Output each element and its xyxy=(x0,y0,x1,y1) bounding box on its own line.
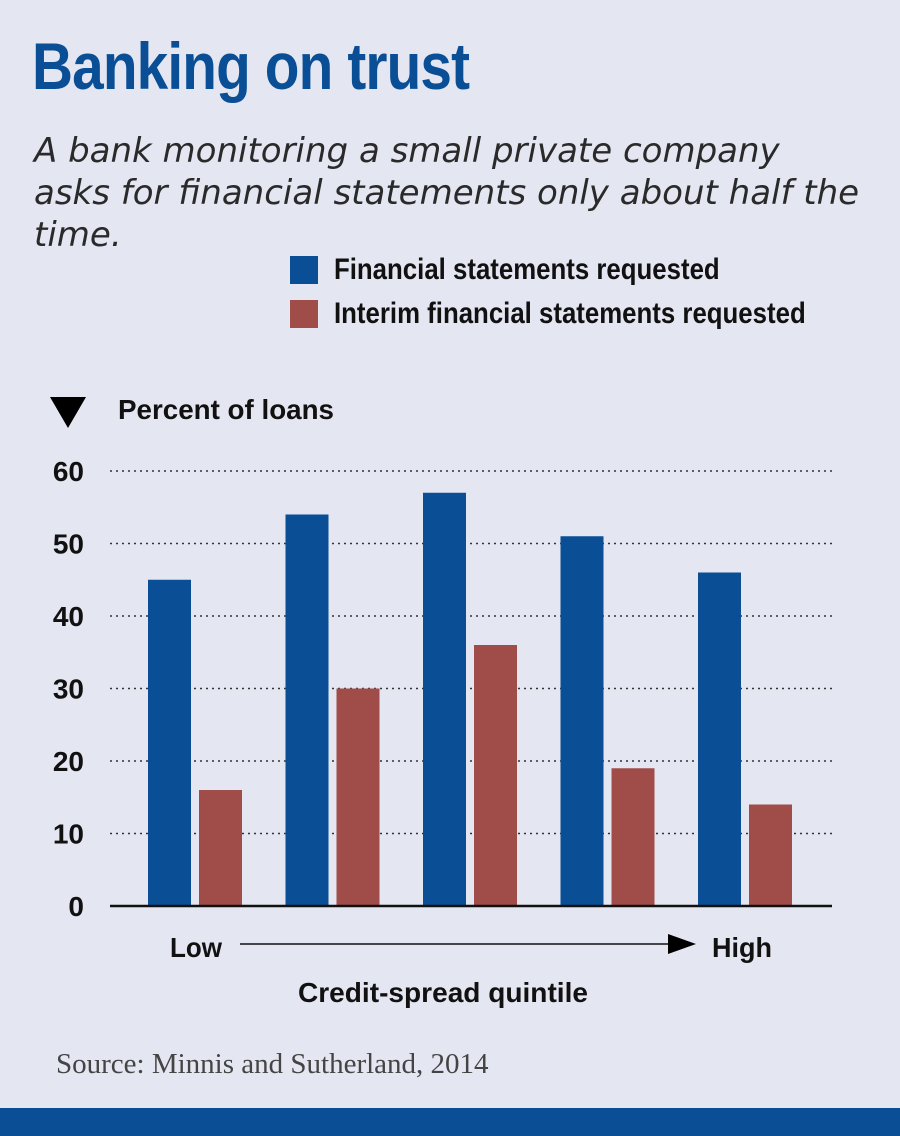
bar-interim-q5 xyxy=(749,804,792,906)
legend-item-interim: Interim financial statements requested xyxy=(290,297,883,331)
y-tick-label: 50 xyxy=(53,529,84,560)
legend-item-financial: Financial statements requested xyxy=(290,253,782,287)
x-axis-title: Credit-spread quintile xyxy=(298,977,588,1008)
bar-financial-q2 xyxy=(285,514,329,906)
arrow-right-icon xyxy=(668,934,696,954)
bar-financial-q5 xyxy=(698,572,741,906)
x-axis-high-label: High xyxy=(712,932,772,963)
chart-subtitle: A bank monitoring a small private compan… xyxy=(34,131,860,255)
y-tick-label: 20 xyxy=(53,746,84,777)
bottom-bar xyxy=(0,1108,900,1136)
bar-interim-q4 xyxy=(611,768,655,906)
legend-swatch-financial xyxy=(290,256,318,284)
legend-label-financial: Financial statements requested xyxy=(334,253,720,286)
bar-financial-q1 xyxy=(148,579,191,906)
bar-financial-q4 xyxy=(560,536,604,906)
bar-interim-q1 xyxy=(199,790,242,906)
x-axis-low-label: Low xyxy=(170,932,222,963)
y-tick-label: 60 xyxy=(53,456,84,487)
y-axis-indicator-icon xyxy=(50,397,86,428)
bar-financial-q3 xyxy=(423,492,466,906)
bar-interim-q3 xyxy=(474,645,517,906)
source-note: Source: Minnis and Sutherland, 2014 xyxy=(56,1048,489,1080)
y-tick-label: 10 xyxy=(53,819,84,850)
y-tick-label: 0 xyxy=(68,891,84,922)
y-tick-labels: 0 10 20 30 40 50 60 xyxy=(53,456,84,922)
y-tick-label: 40 xyxy=(53,601,84,632)
legend-swatch-interim xyxy=(290,300,318,328)
bar-interim-q2 xyxy=(336,688,380,906)
y-axis-label: Percent of loans xyxy=(118,394,334,425)
legend-label-interim: Interim financial statements requested xyxy=(334,297,806,330)
bars xyxy=(148,492,792,906)
y-tick-label: 30 xyxy=(53,674,84,705)
chart-title: Banking on trust xyxy=(32,29,470,103)
